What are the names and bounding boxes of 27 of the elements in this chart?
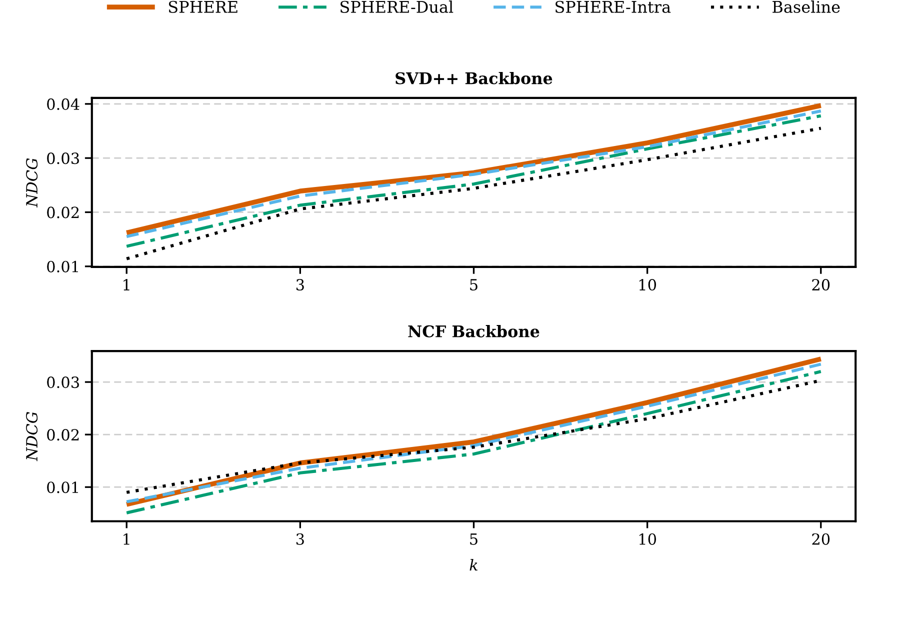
y-axis-title: NDCG — [26, 412, 38, 462]
x-tick-label: 1 — [124, 278, 130, 290]
y-tick-label: 0.01 — [47, 260, 78, 272]
legend-label: SPHERE — [168, 0, 238, 13]
y-tick-label: 0.01 — [47, 482, 78, 494]
x-tick-label: 3 — [296, 533, 304, 545]
legend-label: SPHERE-Intra — [556, 0, 671, 13]
x-tick-label: 20 — [812, 278, 830, 291]
y-tick-label: 0.02 — [47, 206, 79, 218]
line-series — [125, 126, 822, 260]
x-tick-label: 5 — [470, 279, 478, 291]
x-tick-label: 5 — [470, 534, 478, 545]
chart-title: NCF Backbone — [408, 325, 540, 338]
chart-title: SVD++ Backbone — [396, 72, 552, 84]
x-axis-title: k — [470, 558, 478, 571]
x-tick-label: 3 — [296, 278, 304, 291]
y-tick-label: 0.03 — [47, 152, 79, 164]
x-tick-label: 10 — [639, 278, 656, 291]
x-tick-label: 1 — [124, 533, 130, 545]
legend-label: Baseline — [772, 0, 840, 13]
y-tick-label: 0.03 — [47, 376, 79, 388]
y-tick-label: 0.02 — [47, 429, 79, 441]
x-tick-label: 10 — [639, 533, 656, 545]
y-axis-title: NDCG — [26, 158, 38, 208]
legend-label: SPHERE-Dual — [340, 0, 454, 13]
y-tick-label: 0.04 — [47, 98, 80, 110]
x-tick-label: 20 — [812, 533, 830, 545]
